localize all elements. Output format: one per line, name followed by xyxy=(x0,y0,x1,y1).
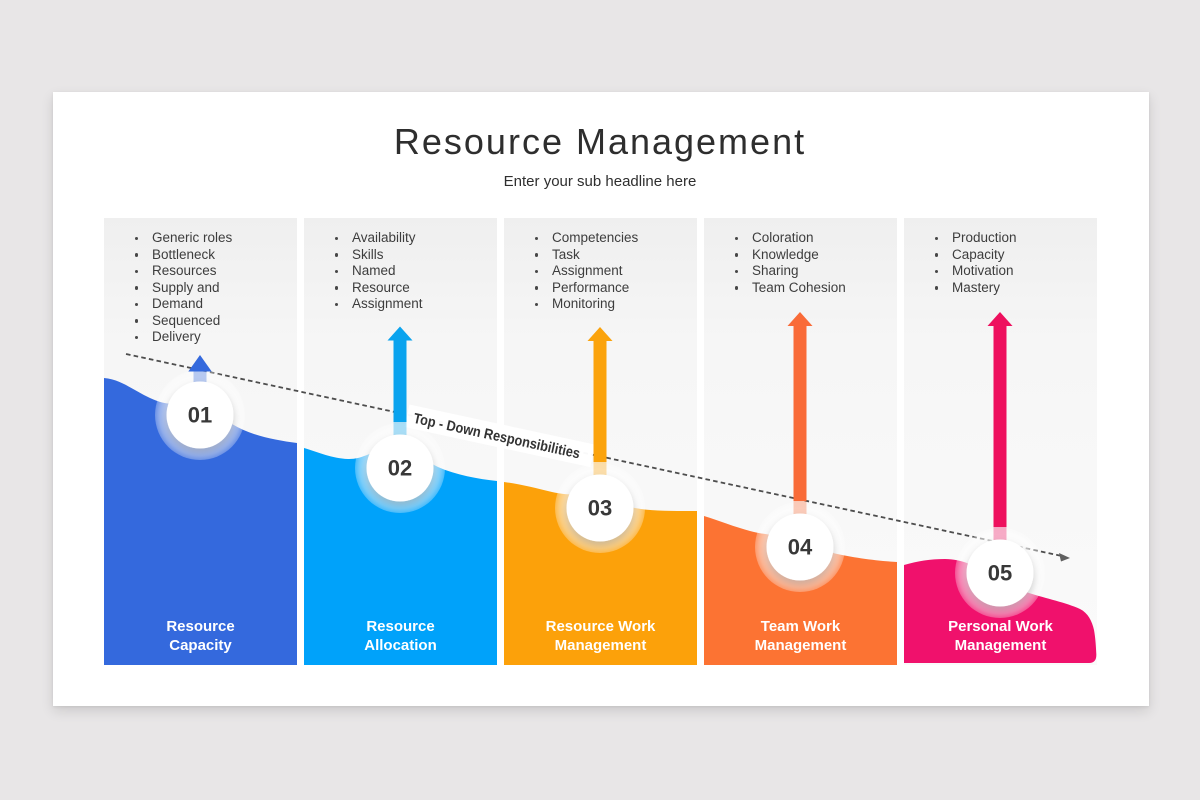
svg-text:04: 04 xyxy=(788,534,813,559)
svg-text:02: 02 xyxy=(388,455,412,480)
svg-text:05: 05 xyxy=(988,560,1012,585)
svg-text:01: 01 xyxy=(188,402,212,427)
svg-text:03: 03 xyxy=(588,495,612,520)
